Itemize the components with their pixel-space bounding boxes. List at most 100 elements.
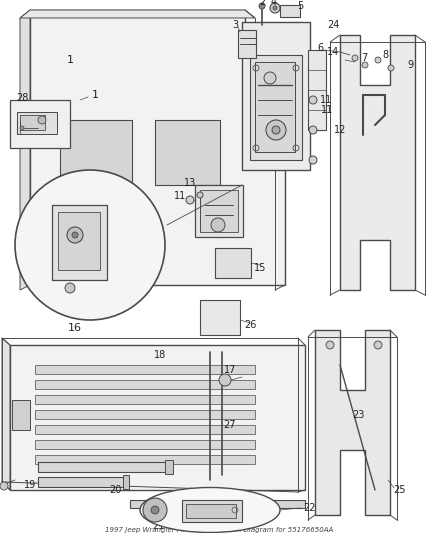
Circle shape — [326, 341, 334, 349]
Text: 4: 4 — [271, 0, 277, 7]
Bar — [200, 300, 240, 335]
Text: 20: 20 — [109, 485, 121, 495]
Circle shape — [151, 506, 159, 514]
Text: 24: 24 — [327, 20, 339, 30]
Text: 11: 11 — [320, 95, 332, 105]
Circle shape — [375, 57, 381, 63]
Circle shape — [273, 6, 277, 10]
Bar — [35, 365, 255, 374]
Text: 3: 3 — [232, 20, 238, 30]
Circle shape — [388, 65, 394, 71]
Ellipse shape — [140, 488, 280, 532]
Circle shape — [72, 232, 78, 238]
Bar — [35, 455, 255, 464]
Circle shape — [197, 192, 203, 198]
Text: 11: 11 — [174, 191, 186, 201]
Text: 17: 17 — [224, 365, 236, 375]
Circle shape — [186, 196, 194, 204]
Bar — [20, 115, 45, 130]
Text: 1: 1 — [67, 55, 74, 65]
Circle shape — [38, 116, 46, 124]
Text: 25: 25 — [394, 485, 406, 495]
Bar — [52, 205, 107, 280]
Bar — [182, 500, 242, 522]
Text: 13: 13 — [184, 178, 196, 188]
Circle shape — [67, 227, 83, 243]
Text: 19: 19 — [24, 480, 36, 490]
Bar — [38, 462, 168, 472]
Circle shape — [0, 482, 8, 490]
Bar — [215, 248, 251, 278]
Circle shape — [270, 3, 280, 13]
Circle shape — [219, 374, 231, 386]
Text: 15: 15 — [254, 263, 266, 273]
Text: 22: 22 — [304, 503, 316, 513]
Circle shape — [143, 498, 167, 522]
Polygon shape — [242, 22, 310, 170]
Text: 1: 1 — [92, 90, 99, 100]
Circle shape — [362, 62, 368, 68]
Circle shape — [266, 120, 286, 140]
Polygon shape — [315, 330, 390, 515]
Polygon shape — [10, 345, 305, 490]
Bar — [10, 100, 70, 148]
Circle shape — [211, 218, 225, 232]
Bar — [123, 475, 129, 489]
Text: 7: 7 — [361, 53, 367, 63]
Text: 5: 5 — [297, 1, 303, 11]
Circle shape — [15, 170, 165, 320]
Text: 21: 21 — [152, 521, 164, 531]
Circle shape — [309, 156, 317, 164]
Circle shape — [20, 126, 24, 130]
Circle shape — [352, 55, 358, 61]
Bar — [17, 112, 57, 134]
Circle shape — [264, 72, 276, 84]
Text: 28: 28 — [16, 93, 28, 103]
Bar — [35, 440, 255, 449]
Bar — [195, 185, 243, 237]
Text: 18: 18 — [154, 350, 166, 360]
Polygon shape — [2, 338, 10, 490]
Bar — [60, 120, 132, 185]
Text: 11: 11 — [321, 105, 333, 115]
Bar — [35, 395, 255, 404]
Bar — [12, 400, 30, 430]
Bar — [35, 410, 255, 419]
Text: 16: 16 — [68, 323, 82, 333]
Text: 2: 2 — [259, 0, 265, 7]
Polygon shape — [340, 35, 415, 290]
Polygon shape — [30, 10, 285, 285]
Circle shape — [374, 341, 382, 349]
Bar — [35, 425, 255, 434]
Circle shape — [309, 96, 317, 104]
Bar — [186, 504, 236, 518]
Text: 9: 9 — [407, 60, 413, 70]
Polygon shape — [20, 10, 30, 290]
Circle shape — [65, 283, 75, 293]
Bar — [38, 477, 126, 487]
Circle shape — [309, 126, 317, 134]
Bar — [165, 460, 173, 474]
Bar — [255, 62, 295, 152]
Text: 12: 12 — [334, 125, 346, 135]
Text: 14: 14 — [327, 47, 339, 57]
Bar — [130, 500, 305, 508]
Text: 23: 23 — [352, 410, 364, 420]
Bar — [250, 55, 302, 160]
Bar — [238, 30, 256, 58]
Text: 8: 8 — [382, 50, 388, 60]
Polygon shape — [20, 10, 255, 18]
Circle shape — [259, 3, 265, 9]
Text: 27: 27 — [224, 420, 236, 430]
Text: 26: 26 — [244, 320, 256, 330]
Text: 1997 Jeep Wrangler Pin-Latch STRIKER Diagram for 55176650AA: 1997 Jeep Wrangler Pin-Latch STRIKER Dia… — [105, 527, 333, 533]
Bar — [155, 120, 220, 185]
Bar — [200, 190, 238, 232]
Bar — [35, 380, 255, 389]
Bar — [308, 50, 326, 130]
Bar — [58, 212, 100, 270]
Bar — [280, 5, 300, 17]
Circle shape — [272, 126, 280, 134]
Text: 6: 6 — [317, 43, 323, 53]
FancyArrowPatch shape — [365, 92, 373, 128]
